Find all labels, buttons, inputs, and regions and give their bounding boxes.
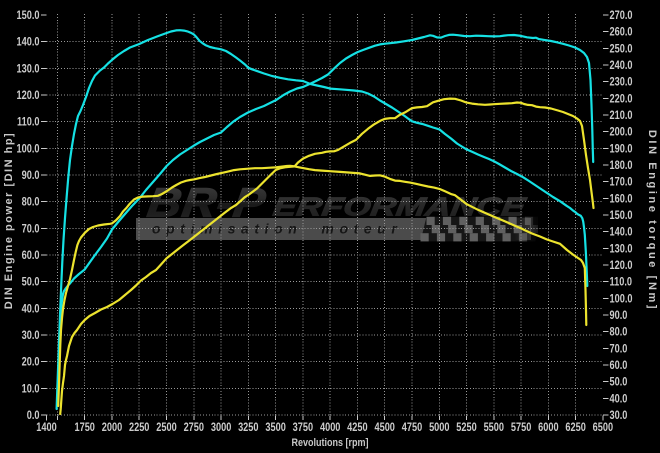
svg-text:20.0: 20.0 [22,357,40,369]
svg-text:100.0: 100.0 [16,143,39,155]
svg-text:130.0: 130.0 [16,63,39,75]
svg-text:DIN Engine power [DIN hp]: DIN Engine power [DIN hp] [3,132,15,309]
svg-text:0.0: 0.0 [27,410,40,422]
svg-text:4000: 4000 [320,422,341,434]
svg-text:270.0: 270.0 [610,10,633,22]
svg-text:160.0: 160.0 [610,193,633,205]
svg-text:3750: 3750 [293,422,314,434]
svg-text:4500: 4500 [374,422,395,434]
svg-text:60.0: 60.0 [610,360,628,372]
svg-text:optimisation moteur: optimisation moteur [152,221,402,237]
svg-text:3000: 3000 [211,422,232,434]
svg-text:4750: 4750 [402,422,423,434]
svg-text:60.0: 60.0 [22,250,40,262]
svg-text:6250: 6250 [565,422,586,434]
svg-text:80.0: 80.0 [22,197,40,209]
svg-text:50.0: 50.0 [22,277,40,289]
svg-text:5500: 5500 [484,422,505,434]
svg-text:50.0: 50.0 [610,377,628,389]
svg-text:230.0: 230.0 [610,77,633,89]
svg-text:2000: 2000 [102,422,123,434]
svg-text:140.0: 140.0 [610,227,633,239]
svg-text:150.0: 150.0 [610,210,633,222]
svg-text:250.0: 250.0 [610,43,633,55]
svg-text:240.0: 240.0 [610,60,633,72]
svg-text:1750: 1750 [74,422,95,434]
svg-text:170.0: 170.0 [610,177,633,189]
svg-text:200.0: 200.0 [610,127,633,139]
svg-text:5250: 5250 [456,422,477,434]
svg-text:40.0: 40.0 [610,393,628,405]
svg-text:10.0: 10.0 [22,383,40,395]
svg-text:30.0: 30.0 [22,330,40,342]
svg-text:5000: 5000 [429,422,450,434]
svg-text:150.0: 150.0 [16,10,39,22]
svg-text:ERFORMANCE: ERFORMANCE [271,192,529,222]
svg-text:4250: 4250 [347,422,368,434]
svg-text:6500: 6500 [593,422,614,434]
svg-text:Revolutions [rpm]: Revolutions [rpm] [291,437,368,449]
svg-text:260.0: 260.0 [610,27,633,39]
svg-text:40.0: 40.0 [22,303,40,315]
svg-text:80.0: 80.0 [610,327,628,339]
svg-text:70.0: 70.0 [22,223,40,235]
svg-text:90.0: 90.0 [22,170,40,182]
svg-text:DIN Engine torque [Nm]: DIN Engine torque [Nm] [646,130,658,311]
svg-text:5750: 5750 [511,422,532,434]
svg-text:120.0: 120.0 [610,260,633,272]
svg-text:120.0: 120.0 [16,90,39,102]
svg-text:220.0: 220.0 [610,93,633,105]
svg-text:180.0: 180.0 [610,160,633,172]
svg-text:100.0: 100.0 [610,293,633,305]
svg-text:2250: 2250 [129,422,150,434]
svg-text:3250: 3250 [238,422,259,434]
svg-text:30.0: 30.0 [610,410,628,422]
svg-text:110.0: 110.0 [610,277,633,289]
svg-text:190.0: 190.0 [610,143,633,155]
svg-text:210.0: 210.0 [610,110,633,122]
svg-text:130.0: 130.0 [610,243,633,255]
svg-text:2750: 2750 [184,422,205,434]
svg-text:140.0: 140.0 [16,37,39,49]
svg-text:70.0: 70.0 [610,343,628,355]
svg-text:110.0: 110.0 [17,117,40,129]
svg-text:2500: 2500 [156,422,177,434]
svg-text:BR-P: BR-P [145,180,269,226]
svg-text:6000: 6000 [538,422,559,434]
svg-text:3500: 3500 [265,422,286,434]
svg-text:90.0: 90.0 [610,310,628,322]
svg-text:1400: 1400 [36,422,57,434]
